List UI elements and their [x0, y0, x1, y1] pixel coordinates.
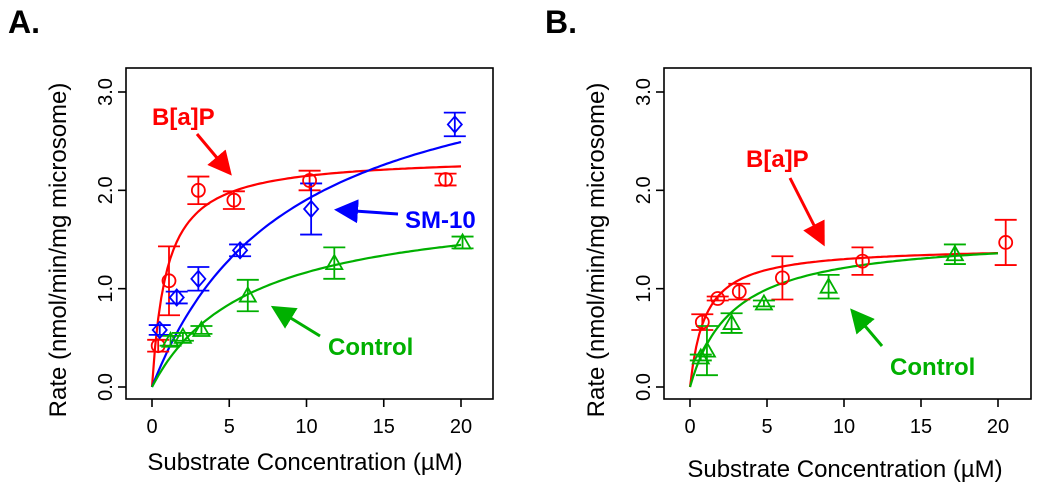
panel-b-control-data-point [722, 313, 742, 330]
panel-a-y-tick-label: 2.0 [95, 176, 117, 204]
panel-a-sm-10-data-point [190, 269, 207, 289]
panel-a-bap-arrow [195, 133, 232, 176]
panel-b-b-a-p-data-point [710, 291, 726, 306]
panel-b-b-a-p-error-bar [691, 313, 714, 331]
panel-b-y-tick-label: 2.0 [633, 176, 655, 204]
panel-a-y-tick-label: 1.0 [95, 275, 117, 303]
panel-b-b-a-p-data-point [694, 314, 710, 330]
panel-a-control-error-bar [236, 278, 259, 313]
panel-a-x-axis-title: Substrate Concentration (µM) [147, 449, 462, 476]
panel-b-control-fit-curve [688, 252, 999, 388]
panel-a-control-data-point [452, 232, 473, 250]
panel-a-x-tick-label: 5 [224, 416, 235, 438]
panel-b-x-axis-title: Substrate Concentration (µM) [687, 456, 1002, 483]
panel-b-b-a-p-fit-curve [688, 252, 998, 388]
panel-a-control-error-bar [323, 246, 346, 280]
panel-a-control-arrow [270, 305, 321, 338]
panel-a-control-data-point [173, 327, 193, 344]
panel-a-b-a-p-fit-curve [150, 165, 462, 388]
panel-a-control-data-point [238, 285, 258, 303]
panel-a-sm-10-data-point [151, 320, 168, 340]
panel-b-y-axis-title: Rate (nmol/min/mg microsome) [583, 83, 610, 418]
panel-a-control-data-point [191, 320, 211, 337]
panel-a-b-a-p-data-point [438, 172, 453, 187]
panel-a-sm-10-data-point [446, 115, 464, 134]
panel-b-x-tick-label: 15 [910, 416, 932, 438]
panel-b-bap-annotation: B[a]P [746, 146, 809, 173]
panel-a-y-tick-label: 3.0 [95, 78, 117, 106]
panel-a-sm-10-error-bar [165, 290, 188, 305]
panel-b-control-arrow [850, 308, 884, 347]
panel-b-control-data-point [754, 293, 774, 311]
panel-a-b-a-p-data-point [302, 173, 317, 188]
panel-b-bap-arrow [788, 177, 825, 247]
panel-a-label: A. [8, 4, 40, 40]
panel-a-sm10-arrow [334, 199, 399, 224]
panel-b-b-a-p-data-point [998, 235, 1014, 250]
panel-b: B. 0 5 10 15 20 0.0 1.0 2.0 3.0 Rate (nmol/min/m… [545, 4, 1032, 483]
panel-b-control-data-point [945, 244, 965, 262]
panel-a-plot-frame [125, 67, 494, 400]
panel-a-b-a-p-data-point [161, 273, 177, 289]
panel-b-y-tick-label: 3.0 [633, 78, 655, 106]
panel-b-b-a-p-error-bar [706, 295, 729, 302]
panel-a-control-data-point [160, 330, 181, 348]
panel-b-y-tick-label: 1.0 [633, 275, 655, 303]
panel-a-sm-10-data-point [302, 199, 320, 219]
panel-a-grid-axes: 0 5 10 15 20 0.0 1.0 2.0 3.0 [95, 78, 472, 438]
panel-b-control-error-bar [752, 299, 775, 308]
panel-a-control-data-point [324, 253, 344, 271]
panel-a-sm-10-data-point [231, 240, 249, 260]
panel-a-sm-10-error-bar [229, 243, 252, 258]
panel-b-b-a-p-data-point [775, 270, 790, 286]
panel-a-bap-annotation: B[a]P [152, 104, 215, 131]
panel-b-b-a-p-error-bar [851, 246, 874, 276]
panel-b-b-a-p-data-point [731, 284, 747, 300]
panel-b-x-tick-label: 0 [684, 416, 695, 438]
panel-b-plot-frame [663, 67, 1032, 400]
panel-b-grid-axes: 0 5 10 15 20 0.0 1.0 2.0 3.0 [633, 78, 1009, 438]
panel-a-b-a-p-data-point [190, 182, 206, 198]
panel-a-b-a-p-data-point [150, 338, 166, 354]
panel-a-control-annotation: Control [328, 334, 413, 361]
panel-b-b-a-p-error-bar [994, 218, 1017, 266]
panel-b-b-a-p-data-point [855, 253, 870, 269]
panel-a-sm10-annotation: SM-10 [405, 207, 476, 234]
panel-a-y-tick-label: 0.0 [95, 373, 117, 401]
panel-a-x-tick-label: 0 [146, 416, 157, 438]
panel-b-b-a-p-error-bar [728, 282, 751, 301]
panel-a-b-a-p-data-point [226, 192, 242, 208]
panel-a-x-tick-label: 20 [450, 416, 472, 438]
panel-b-control-annotation: Control [890, 354, 975, 381]
panel-a-b-a-p-error-bar [187, 175, 210, 206]
panel-a-b-a-p-error-bar [434, 172, 457, 187]
panel-b-control-data-point [697, 340, 717, 358]
panel-a: A. 0 5 10 15 20 0.0 1.0 2.0 3.0 Rate (nmol/min/m… [8, 4, 494, 476]
panel-b-label: B. [545, 4, 577, 40]
panel-a-sm-10-data-point [168, 288, 185, 307]
panel-a-control-fit-curve [151, 243, 462, 388]
panel-a-y-axis-title: Rate (nmol/min/mg microsome) [45, 83, 72, 418]
panel-b-y-tick-label: 0.0 [633, 373, 655, 401]
panel-b-b-a-p-error-bar [771, 255, 794, 301]
panel-a-x-tick-label: 15 [373, 416, 395, 438]
panel-b-x-tick-label: 5 [761, 416, 772, 438]
panel-a-x-tick-label: 10 [295, 416, 317, 438]
panel-a-sm-10-error-bar [148, 324, 171, 336]
panel-b-x-tick-label: 20 [987, 416, 1009, 438]
panel-b-control-data-point [819, 276, 839, 294]
panel-b-x-tick-label: 10 [833, 416, 855, 438]
